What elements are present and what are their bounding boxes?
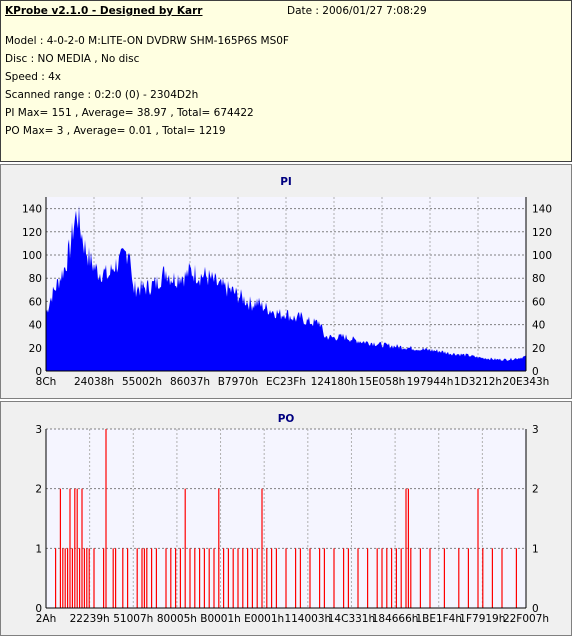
y-tick-label-left: 120: [22, 227, 42, 239]
pi-summary-line: PI Max= 151 , Average= 38.97 , Total= 67…: [5, 107, 254, 119]
chart-title: PI: [280, 176, 292, 188]
x-tick-label: 51007h: [113, 613, 153, 625]
x-tick-label: 1F7919h: [459, 613, 505, 625]
y-tick-label-right: 0: [532, 603, 539, 615]
y-tick-label-right: 100: [532, 250, 552, 262]
model-line: Model : 4-0-2-0 M:LITE-ON DVDRW SHM-165P…: [5, 35, 289, 47]
x-tick-label: 184666h: [372, 613, 419, 625]
x-tick-label: 15E058h: [359, 376, 406, 388]
y-tick-label-left: 2: [35, 484, 42, 496]
x-tick-label: 86037h: [170, 376, 210, 388]
y-tick-label-right: 60: [532, 296, 545, 308]
y-tick-label-left: 140: [22, 204, 42, 216]
pi-chart-panel: PI 0 0 20 20 40 40 60 60 80 80 100 100 120 120 140 140 8C…: [0, 164, 572, 399]
po-summary-line: PO Max= 3 , Average= 0.01 , Total= 1219: [5, 125, 226, 137]
y-tick-label-left: 0: [35, 366, 42, 378]
speed-line: Speed : 4x: [5, 71, 62, 83]
x-tick-label: EC23Fh: [266, 376, 306, 388]
y-tick-label-right: 20: [532, 343, 545, 355]
x-tick-label: B7970h: [218, 376, 259, 388]
y-tick-label-left: 40: [29, 320, 42, 332]
y-tick-label-right: 3: [532, 424, 539, 436]
y-tick-label-right: 140: [532, 204, 552, 216]
y-tick-label-right: 40: [532, 320, 545, 332]
pi-chart: PI 0 0 20 20 40 40 60 60 80 80 100 100 120 120 140 140 8C…: [22, 176, 552, 388]
x-tick-label: E0001h: [244, 613, 284, 625]
disc-line: Disc : NO MEDIA , No disc: [5, 53, 140, 65]
x-tick-label: 124180h: [311, 376, 358, 388]
po-chart: PO 0 0 1 1 2 2 3 3 2Ah 22239h 51007h 80005h B0001h E00…: [35, 413, 549, 625]
x-tick-label: 22F007h: [503, 613, 549, 625]
x-tick-label: 24038h: [74, 376, 114, 388]
x-tick-label: 114003h: [284, 613, 331, 625]
y-tick-label-left: 100: [22, 250, 42, 262]
y-tick-label-right: 1: [532, 543, 539, 555]
x-tick-label: 80005h: [157, 613, 197, 625]
po-chart-panel: PO 0 0 1 1 2 2 3 3 2Ah 22239h 51007h 80005h B0001h E00…: [0, 401, 572, 636]
x-tick-label: 8Ch: [36, 376, 57, 388]
x-tick-label: 14C331h: [328, 613, 375, 625]
app-title: KProbe v2.1.0 - Designed by Karr: [5, 5, 203, 17]
y-tick-label-left: 80: [29, 273, 42, 285]
y-tick-label-left: 20: [29, 343, 42, 355]
x-tick-label: 20E343h: [503, 376, 550, 388]
chart-title: PO: [278, 413, 295, 425]
x-tick-label: 197944h: [407, 376, 454, 388]
y-tick-label-right: 0: [532, 366, 539, 378]
x-tick-label: B0001h: [200, 613, 241, 625]
x-tick-label: 1D3212h: [454, 376, 502, 388]
info-panel: KProbe v2.1.0 - Designed by Karr Date : …: [0, 0, 572, 162]
y-tick-label-right: 120: [532, 227, 552, 239]
scan-date: Date : 2006/01/27 7:08:29: [287, 5, 427, 17]
y-tick-label-left: 1: [35, 543, 42, 555]
y-tick-label-left: 3: [35, 424, 42, 436]
x-tick-label: 2Ah: [36, 613, 57, 625]
y-tick-label-left: 0: [35, 603, 42, 615]
scanned-range-line: Scanned range : 0:2:0 (0) - 2304D2h: [5, 89, 199, 101]
x-tick-label: 55002h: [122, 376, 162, 388]
pi-area-series: [46, 205, 526, 371]
x-tick-label: 1BE1F4h: [415, 613, 462, 625]
y-tick-label-right: 2: [532, 484, 539, 496]
y-tick-label-left: 60: [29, 296, 42, 308]
y-tick-label-right: 80: [532, 273, 545, 285]
x-tick-label: 22239h: [70, 613, 110, 625]
